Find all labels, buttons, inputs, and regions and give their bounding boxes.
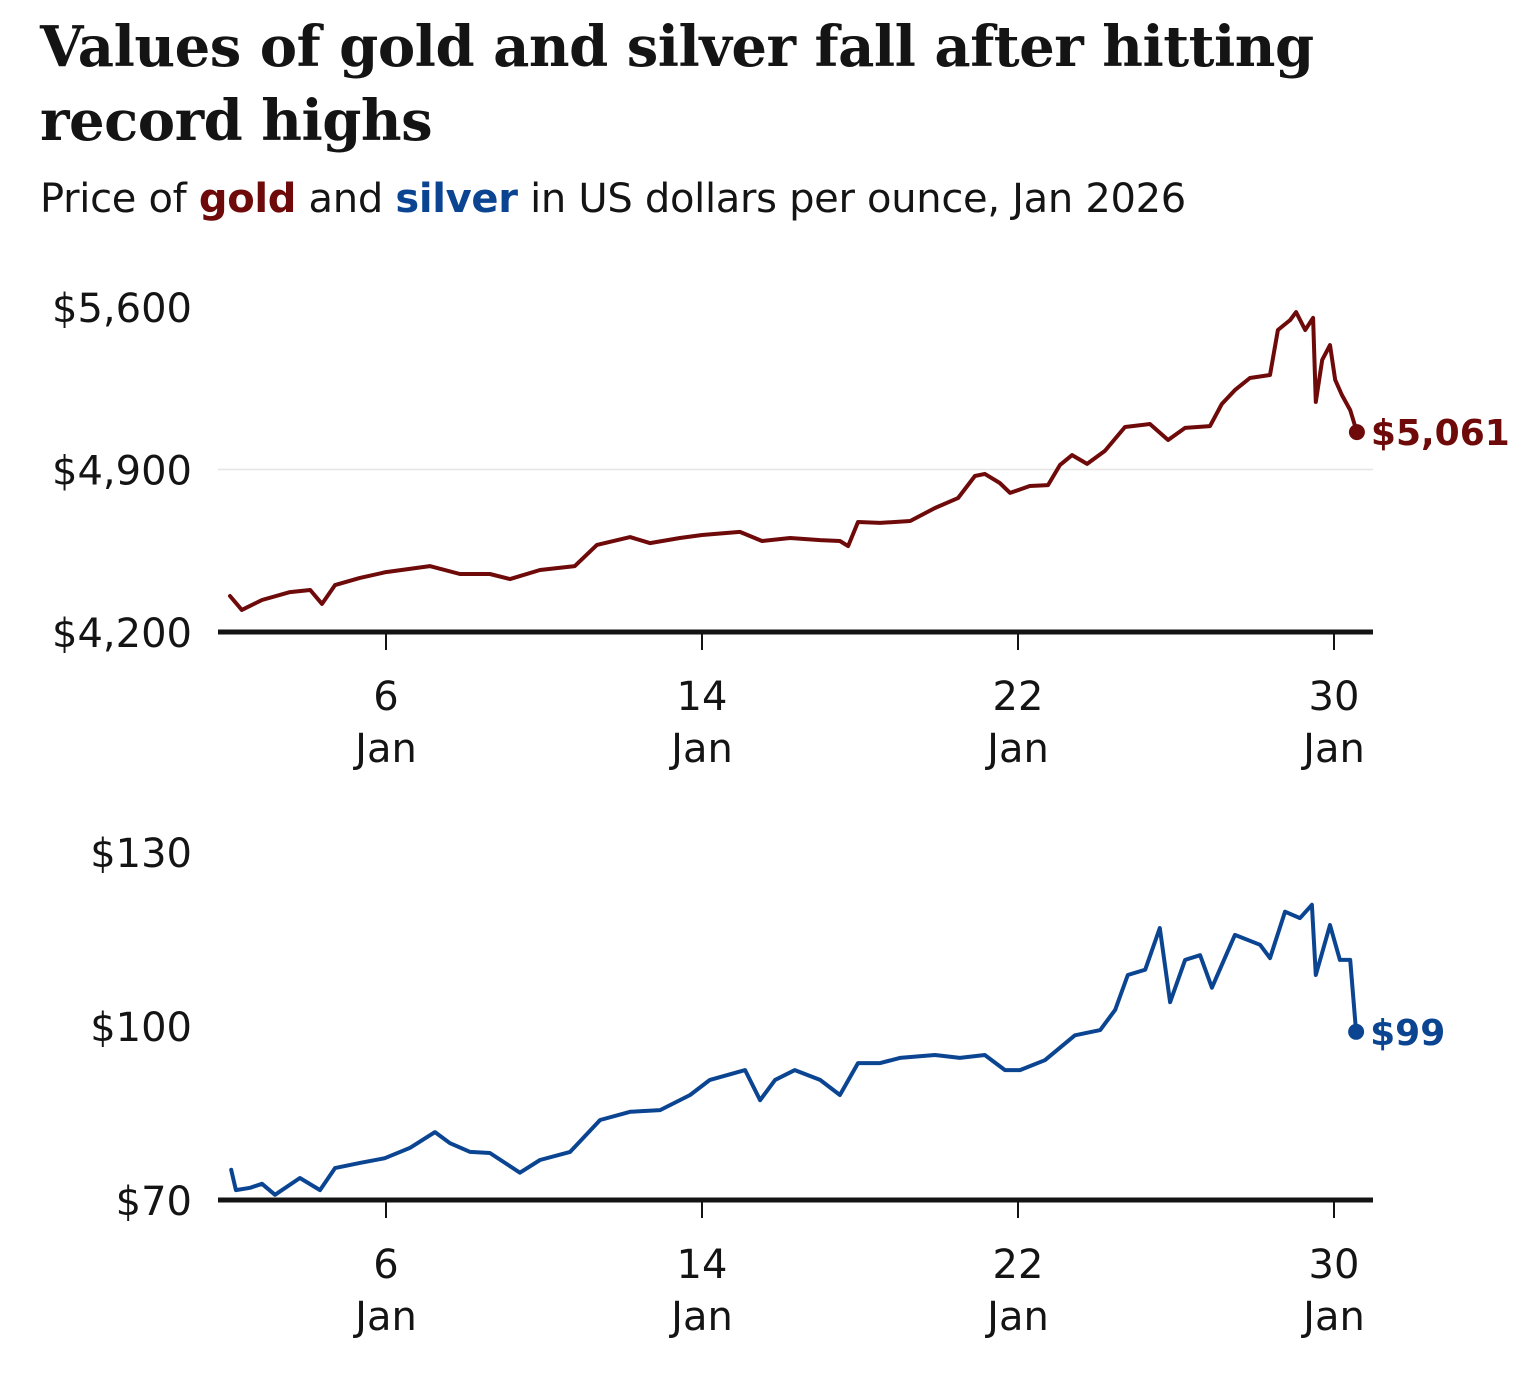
x-tick-label-day: 14	[677, 674, 728, 720]
x-tick-label-day: 22	[993, 1242, 1044, 1288]
x-tick-label-month: Jan	[1300, 726, 1365, 772]
x-tick-label-month: Jan	[668, 726, 733, 772]
y-tick-label: $130	[90, 831, 192, 877]
gold-price-chart: $4,200 $4,900 $5,600 $5,061 6 Jan 14 Jan 22 Jan 30…	[52, 286, 1510, 772]
gold-end-label: $5,061	[1371, 413, 1510, 454]
x-tick-label-day: 6	[373, 674, 398, 720]
y-tick-label: $4,200	[52, 611, 192, 657]
subtitle-silver-word: silver	[395, 176, 518, 222]
x-tick-label-month: Jan	[984, 726, 1049, 772]
x-tick-label-month: Jan	[668, 1294, 733, 1340]
silver-price-line	[229, 902, 1359, 1197]
subtitle-prefix: Price of	[40, 176, 199, 222]
y-tick-label: $70	[116, 1179, 192, 1225]
silver-end-marker	[1348, 1023, 1365, 1040]
x-tick-label-day: 6	[373, 1242, 398, 1288]
x-tick-label-day: 22	[993, 674, 1044, 720]
silver-end-label: $99	[1370, 1013, 1445, 1054]
y-tick-label: $100	[90, 1005, 192, 1051]
x-tick-label-month: Jan	[352, 1294, 417, 1340]
gold-price-line	[228, 310, 1359, 612]
chart-title: Values of gold and silver fall after hit…	[40, 14, 1314, 154]
y-tick-label: $4,900	[52, 449, 192, 495]
subtitle-suffix: in US dollars per ounce, Jan 2026	[517, 176, 1186, 222]
x-tick-label-month: Jan	[984, 1294, 1049, 1340]
silver-price-chart: $70 $100 $130 $99 6 Jan 14 Jan 22 Jan 30 Jan	[90, 831, 1445, 1340]
x-tick-label-day: 30	[1309, 674, 1360, 720]
x-tick-label-day: 30	[1309, 1242, 1360, 1288]
gold-end-marker	[1348, 424, 1365, 441]
subtitle-middle: and	[296, 176, 396, 222]
subtitle-gold-word: gold	[198, 176, 297, 222]
y-tick-label: $5,600	[52, 286, 192, 332]
x-tick-label-month: Jan	[352, 726, 417, 772]
chart-subtitle: Price of gold and silver in US dollars p…	[40, 176, 1186, 222]
x-tick-label-day: 14	[677, 1242, 728, 1288]
x-tick-label-month: Jan	[1300, 1294, 1365, 1340]
